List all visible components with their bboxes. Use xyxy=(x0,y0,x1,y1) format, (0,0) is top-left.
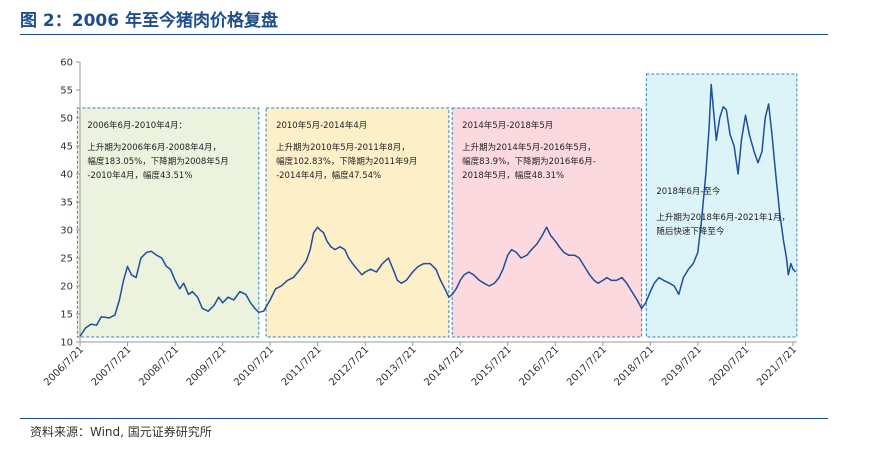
x-tick-label: 2011/7/21 xyxy=(280,344,324,388)
period-title-3: 2014年5月-2018年5月 xyxy=(462,120,553,131)
y-tick-label: 60 xyxy=(60,58,73,69)
x-tick-label: 2020/7/21 xyxy=(708,344,752,388)
x-tick-label: 2008/7/21 xyxy=(137,344,181,388)
x-tick-label: 2006/7/21 xyxy=(42,344,86,388)
period-box-4 xyxy=(645,73,798,338)
x-tick-label: 2014/7/21 xyxy=(422,344,466,388)
y-tick-label: 15 xyxy=(60,310,73,321)
x-tick-label: 2010/7/21 xyxy=(232,344,276,388)
x-tick-label: 2019/7/21 xyxy=(660,344,704,388)
source-rule xyxy=(20,418,828,419)
y-tick-label: 30 xyxy=(60,226,73,237)
period-boxes xyxy=(76,73,798,338)
period-box-2 xyxy=(265,107,450,338)
y-tick-label: 55 xyxy=(60,86,73,97)
y-tick-label: 25 xyxy=(60,254,73,265)
x-tick-label: 2015/7/21 xyxy=(470,344,514,388)
period-note-line: 幅度183.05%，下降期为2008年5月 xyxy=(87,156,228,167)
period-annotations: 2006年6月-2010年4月： 上升期为2006年6月-2008年4月， 幅度18… xyxy=(87,120,790,237)
period-title-1: 2006年6月-2010年4月： xyxy=(87,120,187,131)
x-tick-label: 2017/7/21 xyxy=(565,344,609,388)
period-title-4: 2018年6月-至今 xyxy=(656,186,721,197)
period-note-line: 幅度83.9%，下降期为2016年6月- xyxy=(462,156,596,167)
source-note: 资料来源：Wind, 国元证券研究所 xyxy=(30,425,212,439)
x-tick-label: 2016/7/21 xyxy=(517,344,561,388)
period-note-line: 上升期为2010年5月-2011年8月， xyxy=(276,142,410,153)
period-title-2: 2010年5月-2014年4月 xyxy=(276,120,367,131)
period-note-line: 上升期为2014年5月-2016年5月， xyxy=(462,142,596,153)
price-series xyxy=(79,83,797,337)
price-line xyxy=(79,83,797,337)
period-note-line: 随后快速下降至今 xyxy=(656,226,725,237)
period-box-3 xyxy=(451,107,643,338)
y-tick-label: 45 xyxy=(60,142,73,153)
x-tick-label: 2009/7/21 xyxy=(185,344,229,388)
y-tick-label: 20 xyxy=(60,282,73,293)
period-note-line: 上升期为2006年6月-2008年4月， xyxy=(87,142,221,153)
figure-title: 图 2：2006 年至今猪肉价格复盘 xyxy=(20,11,278,31)
y-tick-label: 50 xyxy=(60,114,73,125)
period-box-1 xyxy=(76,107,260,338)
y-tick-label: 10 xyxy=(60,338,73,349)
y-tick-label: 35 xyxy=(60,198,73,209)
x-tick-label: 2007/7/21 xyxy=(90,344,134,388)
x-tick-label: 2012/7/21 xyxy=(327,344,371,388)
y-tick-label: 40 xyxy=(60,170,73,181)
period-note-line: -2014年4月，幅度47.54% xyxy=(276,170,381,181)
period-note-line: 上升期为2018年6月-2021年1月， xyxy=(656,212,790,223)
title-rule xyxy=(20,34,828,35)
x-tick-label: 2021/7/21 xyxy=(755,344,799,388)
period-note-line: 2018年5月，幅度48.31% xyxy=(462,170,564,181)
period-note-line: -2010年4月，幅度43.51% xyxy=(87,170,192,181)
x-tick-label: 2013/7/21 xyxy=(375,344,419,388)
period-note-line: 幅度102.83%，下降期为2011年9月 xyxy=(276,156,417,167)
x-tick-label: 2018/7/21 xyxy=(612,344,656,388)
